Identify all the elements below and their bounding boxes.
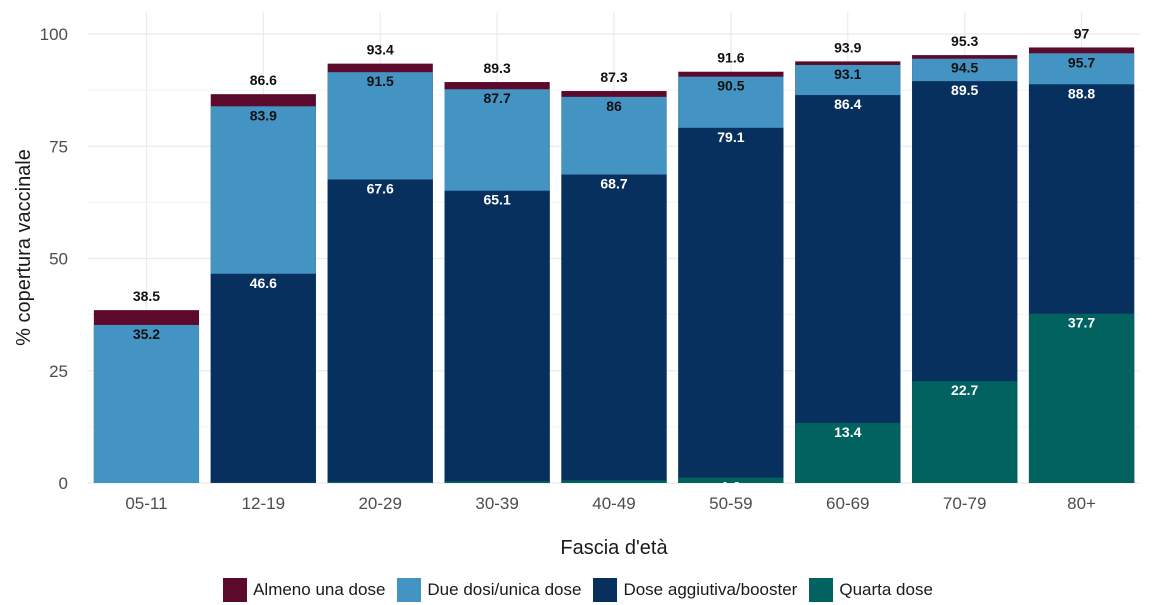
data-label: 0.6 [604, 481, 624, 497]
y-tick-label: 75 [49, 137, 68, 156]
bar-2-60-69 [795, 95, 901, 484]
legend-swatch [593, 578, 618, 602]
chart: 38.5 86.6 93.4 89.3 87.3 91.6 93.9 95.3 97 35.2 83… [13, 12, 1140, 559]
data-label: 93.9 [834, 39, 861, 55]
data-label: 22.7 [951, 382, 978, 398]
x-tick-label: 05-11 [125, 494, 167, 513]
legend-swatch [397, 578, 422, 602]
legend-swatch [223, 578, 248, 602]
legend-item: Dose aggiutiva/booster [593, 578, 797, 602]
data-label: 95.3 [951, 33, 978, 49]
data-label: 93.1 [834, 66, 861, 82]
legend-label: Almeno una dose [253, 580, 386, 599]
data-label: 65.1 [483, 192, 510, 208]
data-label: 93.4 [367, 42, 394, 58]
data-label: 86.6 [250, 72, 277, 88]
bar-2-30-39 [444, 190, 550, 484]
x-tick-label: 60-69 [826, 494, 869, 513]
legend-label: Due dosi/unica dose [427, 580, 582, 599]
x-tick-label: 80+ [1067, 494, 1096, 513]
x-tick-label: 12-19 [242, 494, 285, 513]
legend-label: Dose aggiutiva/booster [623, 580, 798, 599]
data-label: 89.3 [483, 60, 510, 76]
data-label: 91.6 [717, 50, 744, 66]
data-label: 0.4 [487, 482, 507, 498]
bar-2-20-29 [327, 179, 433, 483]
data-label: 94.5 [951, 60, 978, 76]
x-tick-label: 50-59 [709, 494, 752, 513]
legend-label: Quarta dose [839, 580, 933, 599]
x-tick-label: 30-39 [475, 494, 518, 513]
bar-3-80+ [1028, 313, 1135, 483]
data-label: 86.4 [834, 96, 861, 112]
legend-item: Almeno una dose [223, 578, 385, 602]
data-label: 35.2 [133, 326, 160, 342]
data-label: 83.9 [250, 107, 277, 123]
bar-3-30-39 [444, 481, 550, 483]
legend-item: Quarta dose [809, 578, 933, 602]
data-label: 97 [1074, 25, 1090, 41]
y-tick-label: 100 [40, 25, 68, 44]
y-axis-label: % copertura vaccinale [13, 149, 35, 346]
bar-1-05-11 [93, 324, 200, 483]
bar-2-50-59 [678, 127, 784, 483]
data-label: 0.1 [254, 484, 274, 500]
bar-3-70-79 [912, 381, 1018, 483]
x-axis-label: Fascia d'età [560, 537, 668, 559]
y-tick-label: 50 [49, 250, 68, 269]
bar-3-40-49 [561, 480, 667, 483]
data-label: 88.8 [1068, 85, 1095, 101]
data-label: 95.7 [1068, 54, 1095, 70]
x-tick-label: 70-79 [943, 494, 986, 513]
y-tick-label: 0 [59, 474, 68, 493]
data-label: 37.7 [1068, 315, 1095, 331]
bar-3-20-29 [327, 481, 433, 483]
bar-3-60-69 [795, 422, 901, 483]
data-label: 91.5 [367, 73, 394, 89]
data-label: 68.7 [600, 176, 627, 192]
legend: Almeno una dose Due dosi/unica dose Dose a… [0, 578, 1156, 602]
data-label: 86 [606, 98, 622, 114]
legend-swatch [809, 578, 834, 602]
data-label: 67.6 [367, 180, 394, 196]
data-label: 46.6 [250, 275, 277, 291]
x-tick-label: 20-29 [358, 494, 401, 513]
data-label: 87.7 [483, 90, 510, 106]
data-label: 13.4 [834, 424, 861, 440]
y-tick-label: 25 [49, 362, 68, 381]
bar-2-12-19 [210, 273, 316, 483]
data-label: 1.2 [721, 479, 741, 495]
bar-2-40-49 [561, 174, 667, 484]
data-label: 87.3 [600, 69, 627, 85]
data-label: 90.5 [717, 78, 744, 94]
legend-item: Due dosi/unica dose [397, 578, 581, 602]
data-label: 89.5 [951, 82, 978, 98]
x-tick-label: 40-49 [592, 494, 635, 513]
data-label: 79.1 [717, 129, 744, 145]
data-label: 0.3 [370, 483, 390, 499]
data-label: 38.5 [133, 288, 160, 304]
bar-3-50-59 [678, 477, 784, 483]
